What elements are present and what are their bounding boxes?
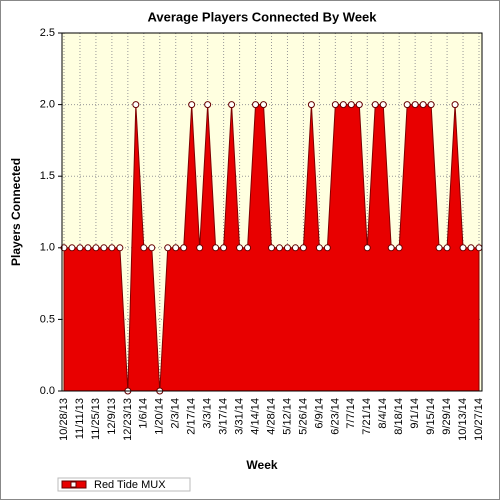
x-tick-label: 2/17/14 <box>186 398 198 435</box>
marker <box>371 101 379 109</box>
marker <box>108 244 116 252</box>
marker <box>68 244 76 252</box>
marker <box>299 244 307 252</box>
x-tick-label: 11/25/13 <box>90 398 102 440</box>
y-tick-label: 0.5 <box>40 313 55 325</box>
marker <box>84 244 92 252</box>
marker <box>387 244 395 252</box>
x-tick-label: 8/4/14 <box>377 398 389 429</box>
x-tick-label: 3/31/14 <box>233 398 245 435</box>
x-tick-label: 1/20/14 <box>154 398 166 435</box>
marker <box>275 244 283 252</box>
x-tick-label: 7/7/14 <box>345 398 357 429</box>
legend-marker <box>70 481 77 488</box>
marker <box>459 244 467 252</box>
x-tick-label: 12/23/13 <box>122 398 134 441</box>
marker <box>164 244 172 252</box>
marker <box>395 244 403 252</box>
y-axis-title: Players Connected <box>9 158 23 266</box>
legend-label: Red Tide MUX <box>94 479 166 491</box>
marker <box>204 101 212 109</box>
marker <box>76 244 84 252</box>
legend <box>57 477 191 492</box>
marker <box>451 101 459 109</box>
marker <box>307 101 315 109</box>
x-tick-label: 6/23/14 <box>329 398 341 435</box>
marker <box>331 101 339 109</box>
x-tick-label: 5/12/14 <box>281 398 293 435</box>
marker <box>315 244 323 252</box>
marker <box>435 244 443 252</box>
x-tick-label: 7/21/14 <box>361 398 373 435</box>
marker <box>260 101 268 109</box>
marker <box>132 101 140 109</box>
marker <box>347 101 355 109</box>
plot-border <box>61 32 483 392</box>
x-tick-label: 9/29/14 <box>441 398 453 435</box>
x-tick-label: 3/17/14 <box>218 398 230 435</box>
marker <box>323 244 331 252</box>
marker <box>355 101 363 109</box>
marker <box>411 101 419 109</box>
marker <box>291 244 299 252</box>
marker <box>172 244 180 252</box>
x-tick-label: 9/1/14 <box>409 398 421 429</box>
marker <box>228 101 236 109</box>
x-tick-label: 10/28/13 <box>58 398 70 441</box>
y-tick-label: 2.0 <box>40 99 55 111</box>
marker <box>363 244 371 252</box>
x-axis-title: Week <box>246 458 277 472</box>
x-tick-label: 4/14/14 <box>249 398 261 435</box>
marker <box>140 244 148 252</box>
y-tick-label: 1.5 <box>40 170 55 182</box>
marker <box>100 244 108 252</box>
marker <box>236 244 244 252</box>
marker <box>180 244 188 252</box>
marker <box>148 244 156 252</box>
marker <box>379 101 387 109</box>
marker <box>188 101 196 109</box>
x-tick-label: 1/6/14 <box>138 398 150 429</box>
x-tick-label: 10/13/14 <box>457 398 469 441</box>
x-tick-label: 2/3/14 <box>170 398 182 429</box>
chart-title: Average Players Connected By Week <box>147 9 377 24</box>
marker <box>212 244 220 252</box>
x-tick-label: 12/9/13 <box>106 398 118 435</box>
marker <box>196 244 204 252</box>
x-tick-label: 4/28/14 <box>265 398 277 435</box>
marker <box>443 244 451 252</box>
x-tick-label: 8/18/14 <box>393 398 405 435</box>
marker <box>475 244 483 252</box>
marker <box>467 244 475 252</box>
marker <box>419 101 427 109</box>
marker <box>339 101 347 109</box>
marker <box>92 244 100 252</box>
x-tick-label: 5/26/14 <box>297 398 309 435</box>
marker <box>403 101 411 109</box>
y-tick-label: 2.5 <box>40 27 55 39</box>
x-tick-label: 3/3/14 <box>202 398 214 429</box>
y-tick-label: 1.0 <box>40 242 55 254</box>
x-tick-label: 11/11/13 <box>74 398 86 439</box>
marker <box>427 101 435 109</box>
marker <box>244 244 252 252</box>
marker <box>268 244 275 252</box>
marker <box>220 244 228 252</box>
marker <box>283 244 291 252</box>
x-tick-label: 6/9/14 <box>313 398 325 429</box>
y-tick-label: 0.0 <box>40 385 55 397</box>
marker <box>116 244 124 252</box>
marker <box>252 101 260 109</box>
x-tick-label: 10/27/14 <box>473 398 485 441</box>
x-tick-label: 9/15/14 <box>425 398 437 435</box>
